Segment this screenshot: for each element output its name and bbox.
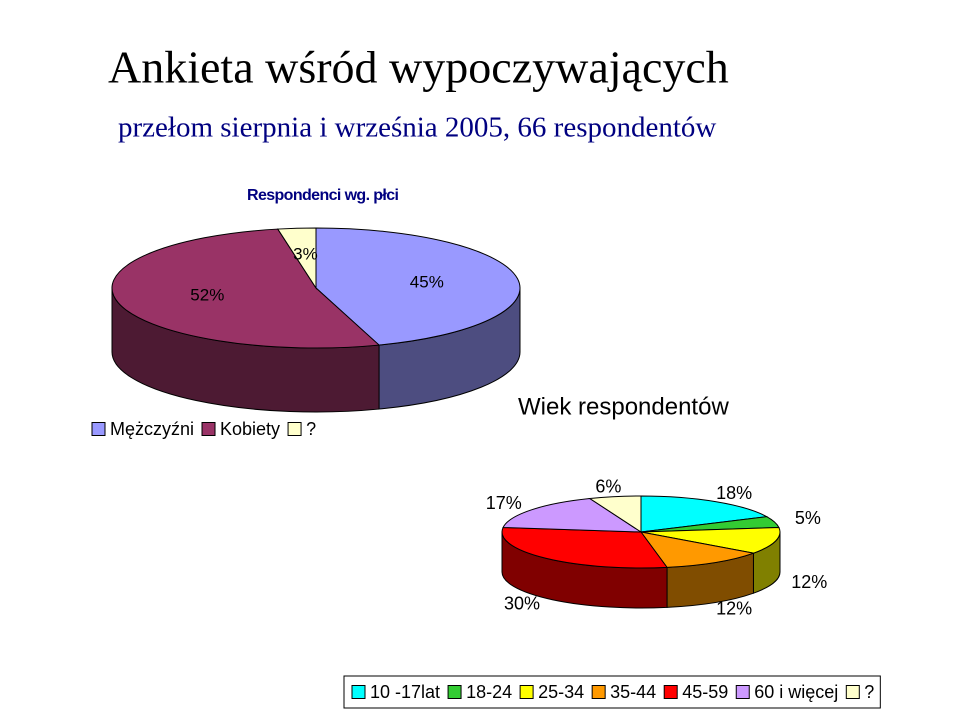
legend-swatch — [447, 685, 462, 699]
slice — [640, 495, 769, 533]
data-label: 30% — [504, 594, 540, 614]
data-label: 5% — [795, 508, 821, 528]
legend-swatch — [351, 685, 366, 699]
slide-title: Ankieta wśród wypoczywających — [108, 42, 729, 93]
data-label: 18% — [716, 483, 752, 503]
data-label: 17% — [486, 493, 522, 513]
legend-label: 45-59 — [682, 682, 728, 702]
slice — [502, 498, 643, 533]
data-label: 12% — [791, 572, 827, 592]
data-label: 12% — [716, 599, 752, 619]
slice — [276, 227, 317, 290]
legend-label: 18-24 — [466, 682, 512, 702]
legend-swatch — [735, 685, 750, 699]
slice — [640, 526, 781, 554]
legend-label: 35-44 — [610, 682, 656, 702]
legend-swatch — [591, 685, 606, 699]
chart-title: Respondenci wg. płci — [247, 187, 399, 204]
legend-swatch — [91, 422, 106, 436]
legend-swatch — [287, 422, 302, 436]
legend-label: 60 i więcej — [754, 682, 838, 702]
legend-frame — [343, 675, 881, 709]
slice — [111, 228, 381, 349]
slice — [588, 495, 642, 533]
data-label: 3% — [293, 245, 318, 264]
data-label: 6% — [595, 477, 621, 497]
slide-subtitle: przełom sierpnia i września 2005, 66 res… — [118, 112, 716, 144]
legend-label: 25-34 — [538, 682, 584, 702]
legend-label: 10 -17lat — [370, 682, 440, 702]
legend-label: Kobiety — [220, 419, 280, 439]
legend-swatch — [663, 685, 678, 699]
slice — [639, 531, 756, 568]
legend-label: ? — [864, 682, 874, 702]
legend-swatch — [201, 422, 216, 436]
data-label: 45% — [410, 272, 444, 291]
slice — [501, 526, 669, 569]
legend-label: ? — [306, 419, 316, 439]
legend-swatch — [519, 685, 534, 699]
chart-title: Wiek respondentów — [518, 393, 729, 420]
data-label: 52% — [190, 286, 224, 305]
legend-swatch — [845, 685, 860, 699]
slice — [315, 227, 521, 346]
legend-label: Mężczyźni — [110, 419, 194, 439]
